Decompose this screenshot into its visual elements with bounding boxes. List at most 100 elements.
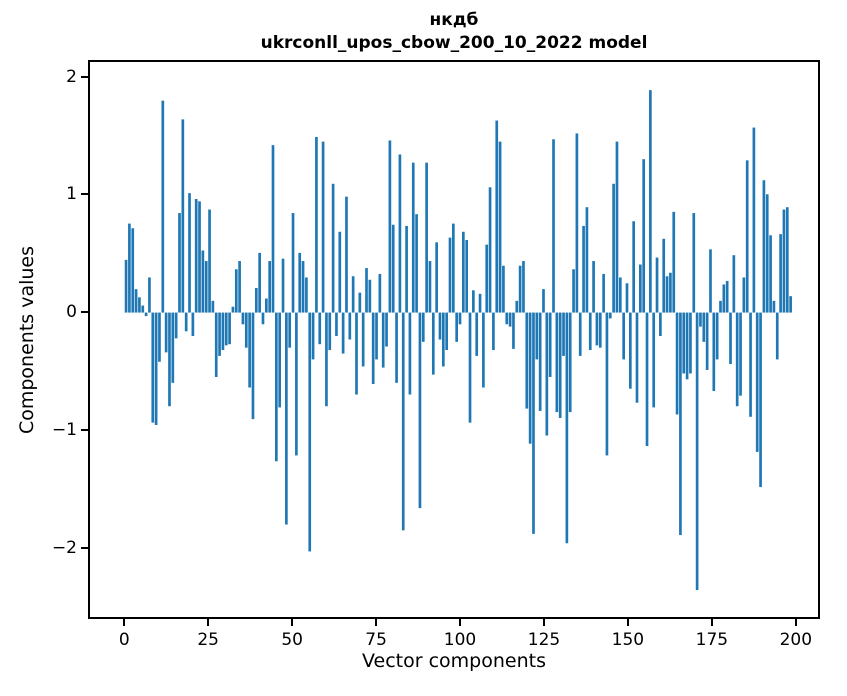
bar-component-59 — [321, 141, 325, 313]
bar-component-86 — [411, 162, 415, 313]
bar-component-99 — [455, 312, 459, 342]
bar-component-58 — [318, 312, 322, 345]
bar-component-169 — [689, 312, 692, 374]
bar-component-175 — [709, 249, 712, 313]
bar-component-93 — [435, 242, 438, 313]
bar-component-34 — [238, 261, 241, 313]
bar-component-132 — [565, 312, 569, 544]
bar-component-163 — [669, 272, 672, 313]
bar-component-167 — [682, 312, 686, 374]
y-tick-label: 2 — [66, 66, 77, 87]
bar-component-19 — [188, 193, 191, 313]
bar-component-116 — [512, 312, 515, 349]
bar-component-114 — [505, 312, 509, 325]
bar-component-194 — [772, 300, 776, 313]
bar-component-151 — [628, 312, 632, 389]
y-tick-mark — [81, 311, 88, 314]
bar-component-96 — [445, 312, 448, 351]
bar-component-127 — [548, 312, 552, 377]
bar-component-22 — [198, 201, 201, 313]
bar-component-179 — [722, 284, 726, 313]
bar-component-24 — [204, 261, 208, 313]
x-tick-mark — [375, 619, 378, 626]
bar-component-97 — [448, 237, 452, 313]
bar-component-40 — [258, 252, 261, 313]
bar-component-168 — [685, 312, 689, 380]
bar-component-145 — [608, 312, 612, 319]
bar-component-134 — [572, 269, 575, 313]
bar-component-65 — [341, 312, 345, 354]
bar-component-73 — [368, 279, 372, 313]
bar-component-43 — [268, 261, 272, 313]
bar-component-137 — [582, 225, 585, 313]
bar-component-36 — [244, 312, 248, 348]
bar-component-10 — [158, 312, 161, 362]
bar-component-51 — [295, 312, 298, 456]
bar-component-117 — [515, 300, 519, 313]
bar-component-94 — [438, 312, 442, 340]
bar-component-49 — [288, 312, 292, 348]
y-tick-mark — [81, 193, 88, 196]
bar-component-76 — [378, 273, 382, 313]
bar-component-28 — [218, 312, 221, 356]
bar-component-131 — [562, 312, 565, 356]
bar-component-1 — [128, 223, 131, 313]
bar-component-15 — [174, 312, 178, 339]
bar-component-82 — [398, 154, 402, 313]
bar-component-171 — [695, 312, 699, 591]
bar-component-50 — [291, 213, 295, 313]
bar-component-101 — [462, 231, 465, 313]
bar-component-182 — [732, 255, 736, 313]
chart-title-line2: ukrconll_upos_cbow_200_10_2022 model — [260, 33, 648, 53]
bar-component-156 — [645, 312, 649, 447]
x-tick-mark — [710, 619, 713, 626]
x-tick-label: 75 — [365, 630, 387, 650]
bar-component-192 — [765, 194, 769, 313]
plot-area — [88, 60, 820, 619]
bar-component-91 — [428, 261, 432, 313]
bar-component-92 — [431, 312, 435, 375]
bar-component-29 — [221, 312, 225, 351]
bar-component-64 — [338, 231, 342, 313]
bar-component-47 — [281, 258, 285, 313]
x-tick-mark — [207, 619, 210, 626]
bar-component-0 — [124, 259, 128, 313]
bar-component-119 — [522, 261, 525, 313]
bar-component-123 — [535, 312, 539, 360]
bar-component-87 — [415, 214, 418, 313]
x-tick-label: 150 — [611, 630, 645, 650]
bar-component-27 — [214, 312, 218, 377]
x-tick-label: 25 — [197, 630, 219, 650]
bar-component-18 — [184, 312, 188, 332]
bar-component-107 — [482, 312, 485, 388]
bar-component-186 — [745, 160, 749, 313]
bar-component-84 — [405, 225, 408, 313]
y-tick-label: −2 — [51, 538, 77, 559]
bar-component-45 — [275, 312, 278, 462]
bar-component-103 — [468, 312, 472, 423]
bar-component-30 — [224, 312, 228, 346]
bar-component-125 — [542, 289, 545, 313]
bar-component-149 — [622, 312, 625, 360]
bar-component-26 — [211, 300, 215, 313]
chart-title-line1: нкдб — [429, 10, 479, 30]
bar-component-41 — [261, 312, 265, 325]
bar-component-8 — [151, 312, 155, 423]
bar-component-189 — [755, 312, 759, 452]
bar-component-102 — [465, 239, 469, 313]
bar-component-104 — [472, 290, 475, 313]
bar-component-98 — [452, 223, 455, 313]
bar-component-193 — [769, 235, 772, 313]
bar-component-44 — [271, 145, 275, 313]
chart-title: нкдб ukrconll_upos_cbow_200_10_2022 mode… — [88, 9, 820, 55]
bar-component-67 — [348, 312, 352, 340]
bar-component-62 — [331, 183, 335, 313]
bar-component-155 — [642, 159, 646, 313]
bar-component-80 — [391, 224, 395, 313]
bar-component-158 — [652, 312, 656, 408]
bar-component-198 — [785, 207, 789, 313]
bar-component-4 — [138, 297, 141, 313]
bar-component-5 — [141, 305, 145, 313]
bar-component-2 — [131, 228, 135, 313]
